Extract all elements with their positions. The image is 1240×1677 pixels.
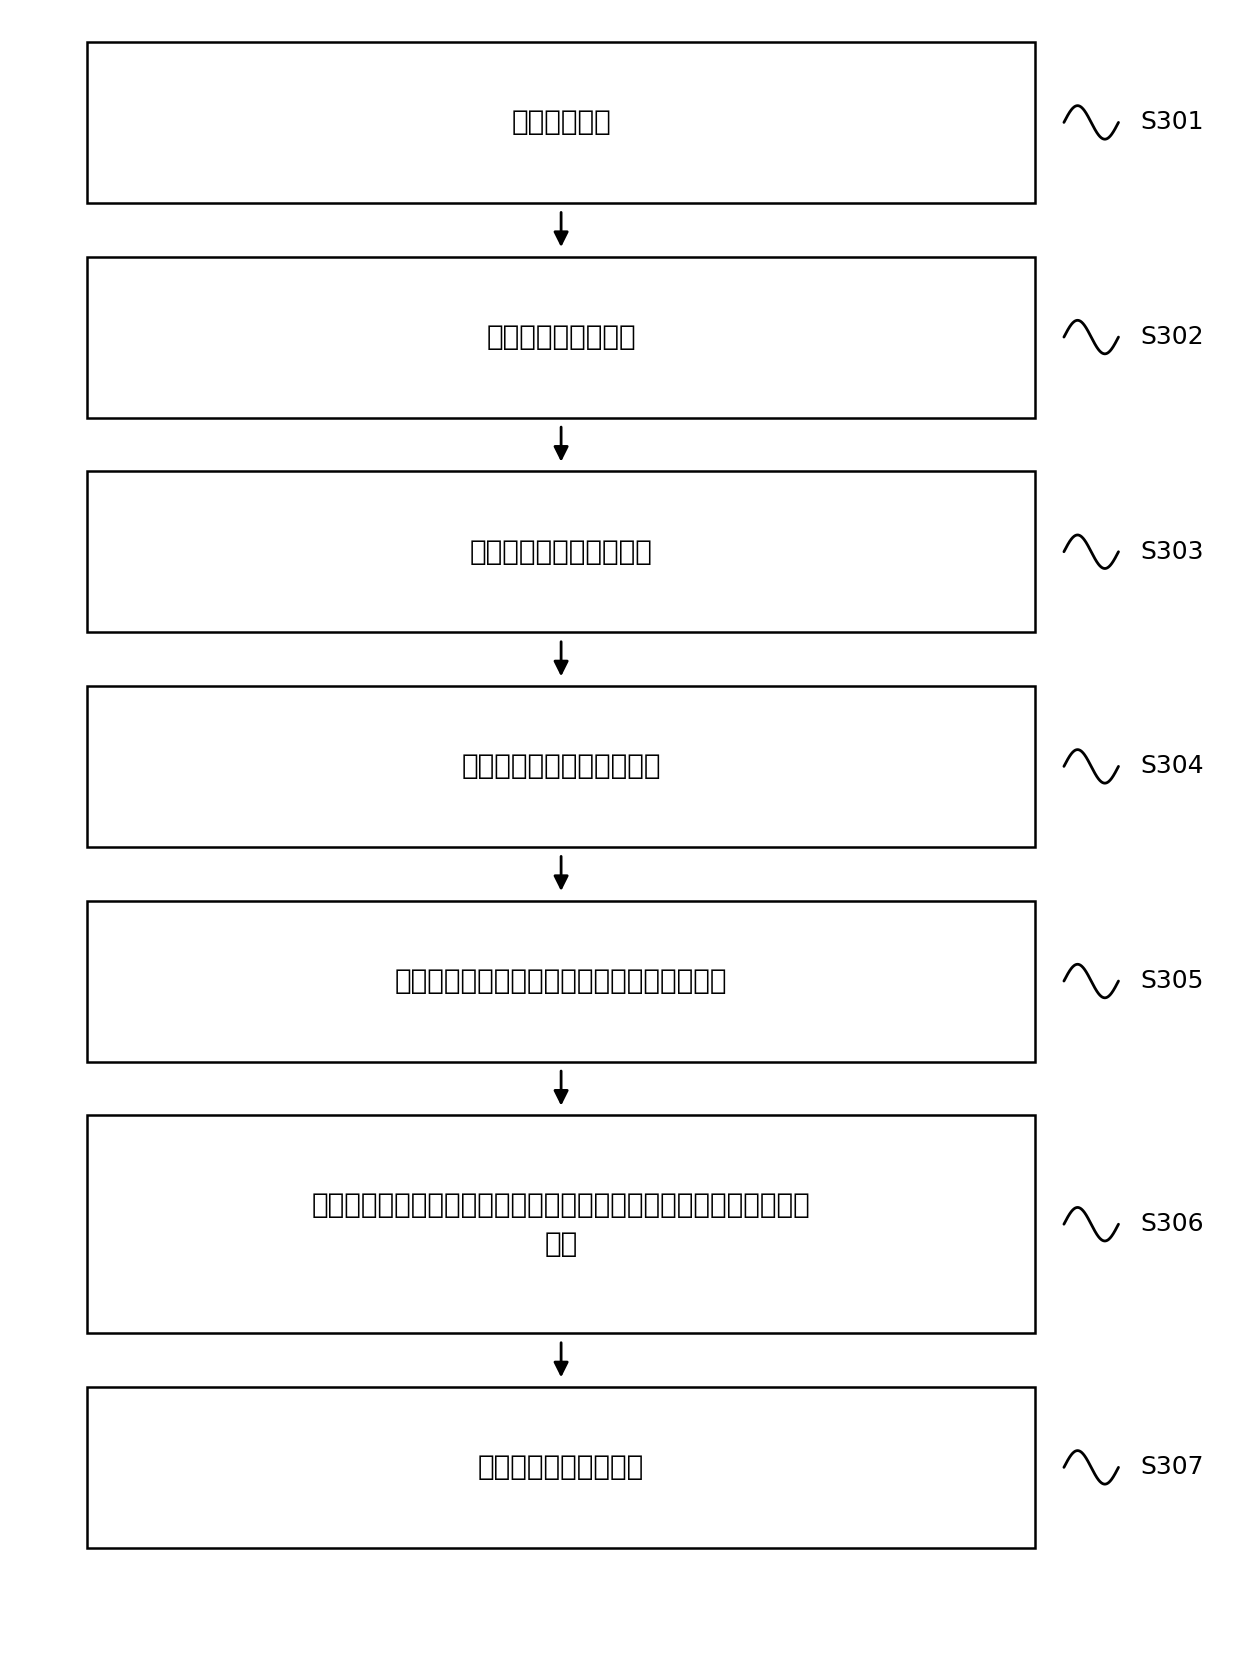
Text: 在腔室模型上标记冠脉区域: 在腔室模型上标记冠脉区域 — [461, 753, 661, 780]
Text: S303: S303 — [1141, 540, 1204, 563]
Bar — [87, 42, 1035, 203]
Text: 标记心脏腔室和冠脉: 标记心脏腔室和冠脉 — [486, 324, 636, 350]
Text: S304: S304 — [1141, 755, 1204, 778]
Text: S301: S301 — [1141, 111, 1204, 134]
Bar — [87, 686, 1035, 847]
Bar — [87, 257, 1035, 418]
Bar — [87, 471, 1035, 632]
Text: S302: S302 — [1141, 325, 1204, 349]
Text: 将配准心脏模型后的数据输入至腔室分类器中，确定各支冠脉的分布
区域: 将配准心脏模型后的数据输入至腔室分类器中，确定各支冠脉的分布 区域 — [311, 1191, 811, 1258]
Text: S305: S305 — [1141, 969, 1204, 993]
Bar — [87, 901, 1035, 1062]
Text: 根据腔室边界训练分类器，得到各腔室分类器: 根据腔室边界训练分类器，得到各腔室分类器 — [394, 968, 728, 994]
Bar — [87, 1115, 1035, 1333]
Text: S306: S306 — [1141, 1212, 1204, 1236]
Text: 确定钙化点所处的冠脉: 确定钙化点所处的冠脉 — [477, 1454, 645, 1481]
Bar — [87, 1387, 1035, 1548]
Text: S307: S307 — [1141, 1456, 1204, 1479]
Text: 读入训练数据: 读入训练数据 — [511, 109, 611, 136]
Text: 生成心脏腔室的平均模型: 生成心脏腔室的平均模型 — [470, 538, 652, 565]
